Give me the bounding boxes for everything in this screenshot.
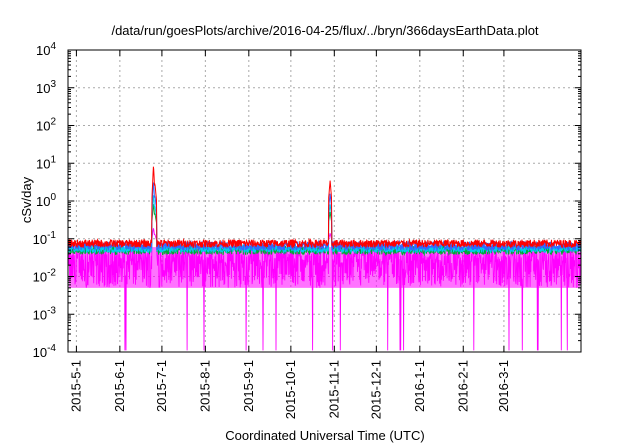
x-axis: 2015-5-1 2015-6-1 2015-7-1 2015-8-1 2015-9-1… (68, 50, 511, 419)
y-tick-label: 104 (36, 41, 56, 58)
y-tick-label: 102 (36, 117, 56, 134)
x-tick-label: 2015-11-1 (326, 360, 341, 418)
y-tick-label: 10-3 (33, 305, 57, 322)
y-tick-label: 101 (36, 154, 56, 171)
x-tick-label: 2016-2-1 (455, 360, 470, 412)
grid (68, 50, 581, 352)
x-tick-label: 2015-5-1 (68, 360, 83, 412)
y-tick-label: 100 (36, 192, 56, 209)
series-line (67, 166, 582, 249)
series-layer (67, 166, 582, 351)
y-axis-label: cSv/day (19, 176, 34, 223)
y-tick-label: 103 (36, 79, 56, 96)
chart-title: /data/run/goesPlots/archive/2016-04-25/f… (111, 23, 538, 38)
x-tick-label: 2015-10-1 (283, 360, 298, 419)
y-tick-label: 10-1 (33, 230, 57, 247)
x-tick-label: 2016-3-1 (496, 360, 511, 412)
x-tick-label: 2016-1-1 (412, 360, 427, 412)
y-tick-label: 10-4 (33, 343, 57, 360)
x-tick-label: 2015-7-1 (154, 360, 169, 412)
y-tick-label: 10-2 (33, 268, 57, 285)
x-axis-label: Coordinated Universal Time (UTC) (225, 428, 424, 443)
x-tick-label: 2015-6-1 (112, 360, 127, 412)
x-tick-label: 2015-8-1 (197, 360, 212, 412)
x-tick-label: 2015-12-1 (368, 360, 383, 419)
x-tick-label: 2015-9-1 (241, 360, 256, 412)
